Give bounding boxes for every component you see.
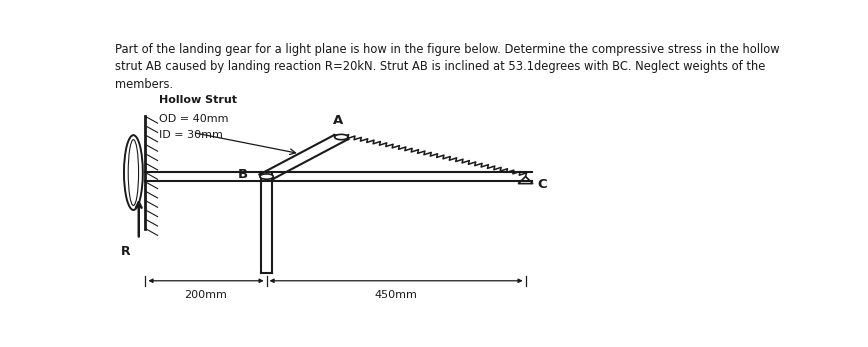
Text: B: B bbox=[238, 168, 247, 181]
Text: 200mm: 200mm bbox=[185, 290, 227, 300]
Text: ID = 30mm: ID = 30mm bbox=[159, 130, 223, 140]
Circle shape bbox=[260, 174, 273, 179]
Text: strut AB caused by landing reaction R=20kN. Strut AB is inclined at 53.1degrees : strut AB caused by landing reaction R=20… bbox=[115, 60, 766, 73]
Text: Hollow Strut: Hollow Strut bbox=[159, 95, 237, 105]
Text: OD = 40mm: OD = 40mm bbox=[159, 114, 228, 124]
Text: C: C bbox=[537, 178, 548, 191]
Text: R: R bbox=[121, 245, 131, 258]
Text: members.: members. bbox=[115, 78, 174, 91]
Text: 450mm: 450mm bbox=[375, 290, 418, 300]
Text: A: A bbox=[332, 114, 343, 127]
Circle shape bbox=[334, 134, 348, 140]
Text: Part of the landing gear for a light plane is how in the figure below. Determine: Part of the landing gear for a light pla… bbox=[115, 43, 779, 56]
